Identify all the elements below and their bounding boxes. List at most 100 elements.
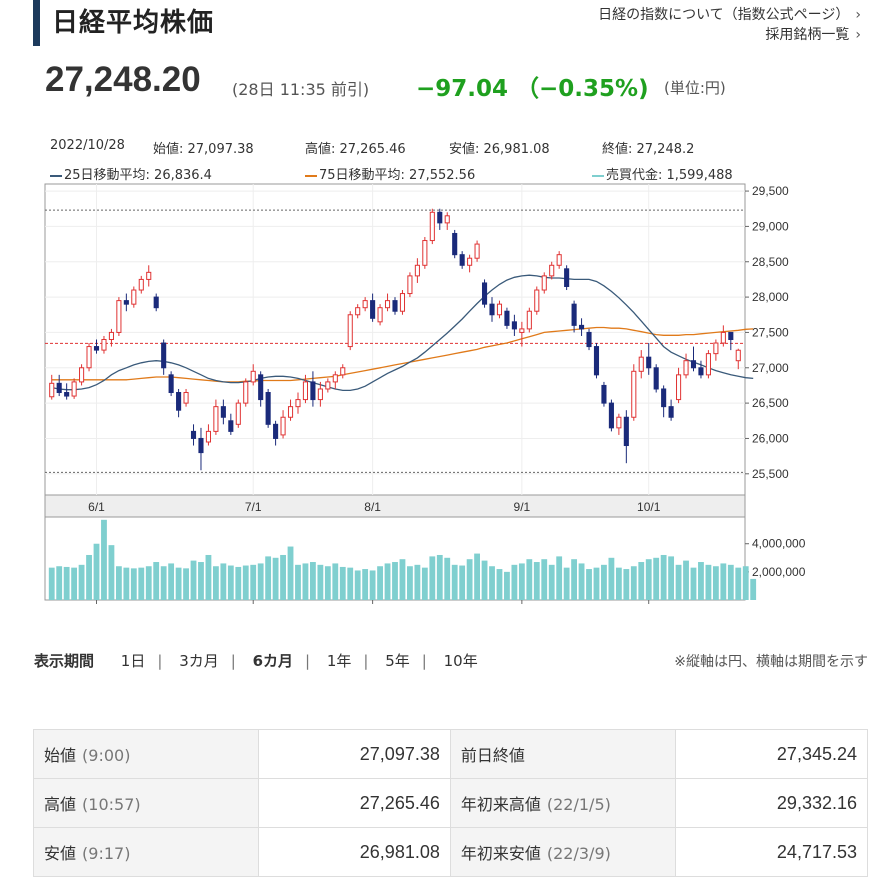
- period-5y[interactable]: 5年: [385, 652, 410, 670]
- period-separator: |: [363, 652, 369, 670]
- candle-body: [302, 381, 309, 401]
- stat-value: 27,265.46: [258, 778, 451, 828]
- candle-body: [93, 346, 100, 351]
- candle-body: [317, 388, 323, 401]
- x-tick-label: 10/1: [637, 500, 661, 514]
- candle-body: [108, 331, 114, 341]
- period-10y[interactable]: 10年: [443, 652, 478, 670]
- stat-label-text: 年初来高値: [460, 795, 541, 814]
- volume-bar: [451, 564, 458, 600]
- period-separator: |: [157, 652, 163, 670]
- volume-bar: [630, 566, 637, 600]
- volume-bar: [377, 566, 383, 600]
- candle-body: [384, 300, 391, 309]
- volume-bar: [227, 565, 234, 600]
- index-info-link[interactable]: 日経の指数について（指数公式ページ） ›: [598, 4, 861, 24]
- y-tick-label: 27,000: [752, 361, 789, 375]
- stat-value: 24,717.53: [675, 827, 868, 877]
- volume-bar: [130, 568, 137, 600]
- volume-bar: [593, 567, 600, 600]
- candle-body: [56, 382, 62, 394]
- period-1y[interactable]: 1年: [326, 652, 352, 670]
- candle-body: [429, 211, 435, 242]
- volume-bar: [101, 519, 107, 600]
- period-selector: 表示期間 1日 | 3カ月 | 6カ月 | 1年 | 5年 | 10年: [34, 650, 478, 671]
- volume-bar: [675, 564, 682, 600]
- candle-body: [399, 293, 406, 312]
- volume-bar: [638, 562, 645, 600]
- index-info-link-label: 日経の指数について（指数公式ページ）: [598, 7, 850, 23]
- volume-bar: [220, 563, 227, 600]
- candle-body: [511, 321, 517, 330]
- volume-bar: [302, 563, 309, 600]
- stat-value: 26,981.08: [258, 827, 451, 877]
- ma75-swatch: [305, 174, 317, 177]
- candle-body: [265, 392, 271, 425]
- volume-bar: [518, 563, 525, 600]
- volume-bar: [489, 566, 495, 600]
- candle-body: [668, 406, 674, 418]
- stat-label: 安値 (9:17): [32, 827, 260, 877]
- candle-body: [213, 406, 219, 432]
- stat-label: 年初来安値 (22/3/9): [449, 827, 677, 877]
- candle-body: [153, 296, 159, 309]
- info-low: 安値: 26,981.08: [449, 142, 550, 157]
- candle-body: [489, 303, 495, 316]
- stat-value: 29,332.16: [675, 778, 868, 828]
- candle-body: [407, 275, 413, 295]
- candle-body: [273, 423, 279, 439]
- candle-body: [579, 324, 585, 330]
- x-tick-label: 9/1: [514, 500, 531, 514]
- volume-bar: [280, 554, 286, 600]
- volume-bar: [384, 563, 391, 600]
- candle-body: [496, 303, 503, 316]
- volume-bar: [578, 563, 585, 600]
- volume-bar: [645, 559, 652, 600]
- volume-bar: [459, 565, 466, 600]
- volume-bar: [63, 566, 70, 600]
- volume-bar: [339, 566, 346, 600]
- candle-body: [556, 254, 562, 266]
- volume-bar: [601, 564, 607, 600]
- period-3m[interactable]: 3カ月: [179, 652, 219, 670]
- candle-body: [190, 430, 197, 439]
- volume-bar: [407, 566, 413, 600]
- candle-body: [392, 300, 398, 312]
- volume-bar: [608, 557, 615, 600]
- constituents-link[interactable]: 採用銘柄一覧 ›: [765, 24, 861, 44]
- period-label: 表示期間: [34, 652, 95, 670]
- candlestick-chart[interactable]: 29,500 29,000 28,500 28,000 27,500 27,000 26,5…: [0, 180, 883, 605]
- volume-bar: [474, 553, 480, 600]
- candle-body: [661, 388, 667, 408]
- volume-bar: [421, 567, 428, 600]
- y-tick-label: 28,000: [752, 290, 789, 304]
- candle-body: [414, 264, 420, 277]
- candle-body: [235, 402, 241, 425]
- info-high: 高値: 27,265.46: [305, 142, 406, 157]
- candle-body: [481, 282, 488, 305]
- candle-body: [608, 402, 614, 429]
- volume-bar: [742, 566, 749, 600]
- y-tick-label: 26,500: [752, 396, 789, 410]
- volume-bar: [160, 566, 167, 600]
- candle-body: [295, 399, 301, 408]
- candle-body: [593, 346, 600, 376]
- chevron-right-icon: ›: [855, 7, 861, 23]
- volume-bar: [347, 567, 354, 600]
- volume-bar: [533, 562, 540, 600]
- candle-body: [683, 360, 689, 376]
- candle-body: [653, 367, 659, 390]
- stat-label-sub: (22/1/5): [546, 795, 611, 814]
- candle-body: [116, 300, 122, 333]
- candle-body: [623, 416, 629, 447]
- candle-body: [504, 310, 510, 326]
- period-6m[interactable]: 6カ月: [252, 652, 294, 670]
- period-1d[interactable]: 1日: [120, 652, 146, 670]
- volume-bar: [78, 564, 85, 600]
- volume-bar: [242, 565, 249, 600]
- volume-bar: [317, 564, 324, 600]
- volume-bar: [354, 570, 361, 600]
- stat-value: 27,097.38: [258, 729, 451, 779]
- info-close: 終値: 27,248.2: [602, 142, 695, 157]
- candle-body: [228, 420, 234, 432]
